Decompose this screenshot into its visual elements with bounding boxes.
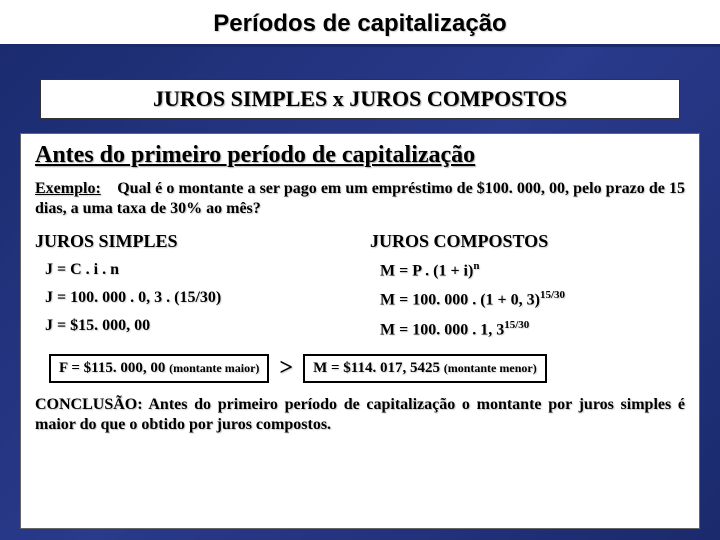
result-row: F = $115. 000, 00 (montante maior) > M =… (35, 354, 685, 383)
slide-container: Períodos de capitalização JUROS SIMPLES … (0, 0, 720, 540)
col-left-line2: J = 100. 000 . 0, 3 . (15/30) (45, 286, 350, 310)
slide-title: Períodos de capitalização (0, 0, 720, 44)
example-label: Exemplo: (35, 180, 101, 197)
conclusion: CONCLUSÃO: Antes do primeiro período de … (35, 395, 685, 435)
boxed-left-main: F = $115. 000, 00 (59, 360, 169, 376)
col-right-line2: M = 100. 000 . (1 + 0, 3)15/30 (380, 287, 685, 312)
boxed-left: F = $115. 000, 00 (montante maior) (49, 354, 269, 383)
col-right-line1: M = P . (1 + i)n (380, 258, 685, 283)
col-left: JUROS SIMPLES J = C . i . n J = 100. 000… (35, 231, 350, 346)
example-text: Exemplo: Qual é o montante a ser pago em… (35, 179, 685, 219)
col-right-line1-sup: n (473, 260, 479, 272)
col-right-line3-sup: 15/30 (504, 319, 529, 331)
boxed-right-main: M = $114. 017, 5425 (313, 360, 444, 376)
content-box: Antes do primeiro período de capitalizaç… (20, 133, 700, 529)
col-left-heading: JUROS SIMPLES (35, 231, 350, 252)
col-right-line3-pre: M = 100. 000 . 1, 3 (380, 321, 504, 338)
boxed-right-note: (montante menor) (444, 361, 537, 375)
boxed-left-note: (montante maior) (169, 361, 259, 375)
col-right-line2-sup: 15/30 (540, 289, 565, 301)
greater-than: > (279, 355, 293, 382)
col-right: JUROS COMPOSTOS M = P . (1 + i)n M = 100… (370, 231, 685, 346)
col-right-line2-pre: M = 100. 000 . (1 + 0, 3) (380, 292, 540, 309)
col-right-heading: JUROS COMPOSTOS (370, 231, 685, 252)
columns: JUROS SIMPLES J = C . i . n J = 100. 000… (35, 231, 685, 346)
col-left-line3: J = $15. 000, 00 (45, 314, 350, 338)
heading-box: JUROS SIMPLES x JUROS COMPOSTOS (40, 79, 680, 119)
subheading: Antes do primeiro período de capitalizaç… (35, 142, 685, 169)
example-body: Qual é o montante a ser pago em um empré… (35, 180, 685, 217)
boxed-right: M = $114. 017, 5425 (montante menor) (303, 354, 547, 383)
col-left-line1: J = C . i . n (45, 258, 350, 282)
col-right-line3: M = 100. 000 . 1, 315/30 (380, 317, 685, 342)
spacer (0, 47, 720, 79)
col-right-line1-pre: M = P . (1 + i) (380, 262, 473, 279)
